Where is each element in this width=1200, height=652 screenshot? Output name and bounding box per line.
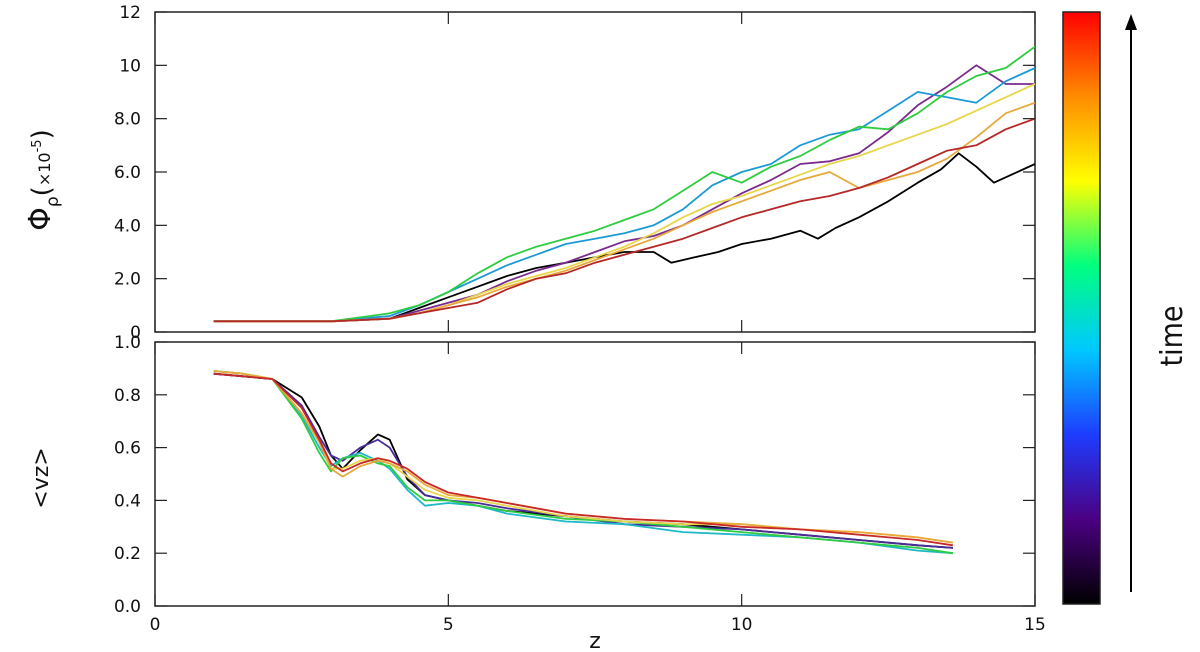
top-plot-panel: 0 2.0 4.0 6.0 8.0 10 12 Φρ(×10-5): [23, 3, 1036, 343]
top-y-tick-label: 12: [119, 3, 141, 23]
top-y-axis-label-exponent: -5: [30, 139, 45, 152]
bottom-series-line-7: [213, 372, 954, 547]
bottom-series-line-2: [213, 372, 953, 549]
top-y-tick-label: 4.0: [114, 216, 141, 236]
time-arrow-head-icon: [1125, 14, 1137, 30]
bottom-y-tick-label: 0.8: [114, 386, 141, 406]
top-series-line-1: [213, 152, 1036, 323]
bottom-series-line-6: [213, 370, 954, 544]
x-axis-label: z: [589, 629, 601, 652]
top-series-line-5: [213, 83, 1036, 323]
top-y-axis-label: Φρ(×10-5): [23, 129, 63, 230]
bottom-y-tick-label: 1.0: [114, 333, 141, 353]
top-y-tick-label: 10: [119, 56, 141, 76]
top-y-axis-label-open-paren: (: [27, 186, 57, 196]
colorbar-gradient: [1062, 11, 1101, 605]
top-series-line-7: [213, 117, 1036, 323]
top-series-line-4: [213, 45, 1036, 323]
bottom-y-tick-label: 0.4: [114, 491, 141, 511]
top-y-tick-label: 0: [130, 323, 141, 343]
colorbar-time-label: time: [1155, 306, 1190, 367]
bottom-series-line-3: [213, 370, 953, 555]
top-y-tick-label: 2.0: [114, 270, 141, 290]
bottom-x-tick-label: 15: [1024, 615, 1046, 635]
bottom-x-tick-label: 5: [443, 615, 454, 635]
top-y-tick-label: 8.0: [114, 110, 141, 130]
top-series-line-2: [213, 64, 1035, 323]
top-plot-frame: [154, 11, 1036, 333]
bottom-plot-frame: [154, 341, 1036, 607]
top-y-axis-label-close-paren: ): [27, 129, 57, 139]
bottom-series-line-4: [213, 370, 954, 555]
bottom-y-tick-label: 0.6: [114, 439, 141, 459]
time-colorbar: time: [1062, 11, 1190, 605]
bottom-plot-panel: 0.0 0.2 0.4 0.6 0.8 1.0 0 5 10 15 <vz> z: [29, 333, 1046, 652]
bottom-x-tick-label: 0: [150, 615, 161, 635]
top-y-axis-label-subscript: ρ: [43, 196, 63, 207]
bottom-y-tick-label: 0.0: [114, 597, 141, 617]
bottom-x-tick-label: 10: [731, 615, 753, 635]
top-y-tick-label: 6.0: [114, 163, 141, 183]
bottom-y-axis-label: <vz>: [29, 447, 54, 508]
top-y-axis-label-scale: ×10: [35, 152, 54, 186]
top-y-axis-label-main: Φ: [23, 207, 58, 231]
top-series-line-6: [213, 101, 1036, 323]
top-series-line-3: [213, 67, 1036, 323]
bottom-y-tick-label: 0.2: [114, 544, 141, 564]
